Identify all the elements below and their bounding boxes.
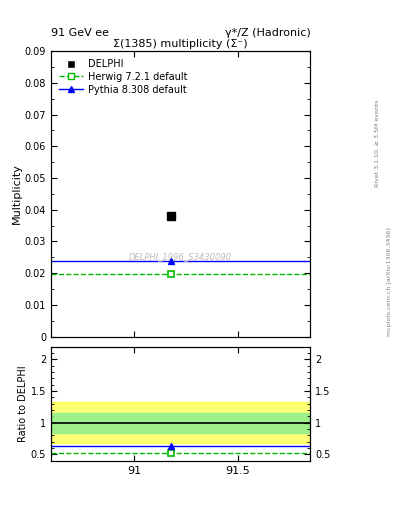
Legend: DELPHI, Herwig 7.2.1 default, Pythia 8.308 default: DELPHI, Herwig 7.2.1 default, Pythia 8.3…: [56, 56, 191, 98]
Text: γ*/Z (Hadronic): γ*/Z (Hadronic): [225, 28, 310, 38]
Title: Σ(1385) multiplicity (Σ⁻): Σ(1385) multiplicity (Σ⁻): [114, 39, 248, 49]
Y-axis label: Ratio to DELPHI: Ratio to DELPHI: [18, 366, 28, 442]
Y-axis label: Multiplicity: Multiplicity: [12, 163, 22, 224]
Text: Rivet 3.1.10, ≥ 3.5M events: Rivet 3.1.10, ≥ 3.5M events: [375, 100, 380, 187]
Bar: [51, 413, 310, 433]
Bar: [51, 402, 310, 443]
Text: DELPHI_1996_S3430090: DELPHI_1996_S3430090: [129, 252, 232, 261]
Text: 91 GeV ee: 91 GeV ee: [51, 28, 109, 38]
Text: mcplots.cern.ch [arXiv:1306.3436]: mcplots.cern.ch [arXiv:1306.3436]: [387, 227, 391, 336]
